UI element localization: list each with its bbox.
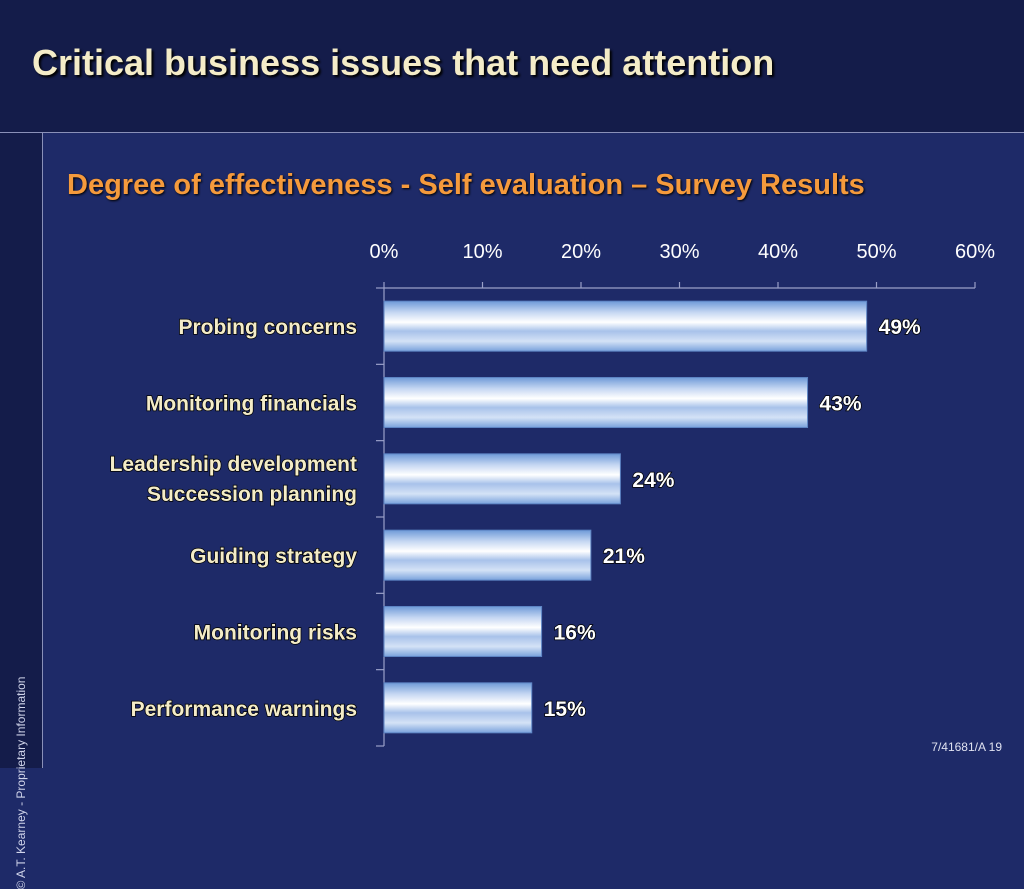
slide-footer: 7/41681/A 19 — [931, 740, 1002, 754]
slide-header: Critical business issues that need atten… — [0, 0, 1024, 133]
bar — [383, 606, 543, 657]
x-tick-label: 60% — [955, 241, 995, 263]
category-label: Leadership development — [110, 453, 357, 476]
chart-subtitle: Degree of effectiveness - Self evaluatio… — [67, 169, 865, 201]
x-tick-label: 0% — [370, 241, 399, 263]
data-label: 43% — [820, 393, 862, 416]
x-tick-label: 30% — [659, 241, 699, 263]
category-label: Guiding strategy — [190, 545, 357, 568]
bar — [383, 682, 533, 734]
data-label: 15% — [544, 698, 586, 721]
bar — [383, 529, 592, 581]
x-tick-label: 10% — [462, 241, 502, 263]
category-label: Succession planning — [147, 483, 357, 506]
category-label: Monitoring risks — [194, 622, 357, 645]
data-label: 24% — [632, 469, 674, 492]
data-label: 16% — [554, 622, 596, 645]
bar — [383, 377, 809, 428]
bar-chart: 0% 10% 20% 30% 40% 50% 60% 49% Probing concerns 4… — [109, 241, 995, 747]
x-tick-label: 50% — [856, 241, 896, 263]
bar — [383, 453, 621, 505]
x-tick-label: 40% — [758, 241, 798, 263]
category-label: Monitoring financials — [146, 393, 357, 416]
data-label: 49% — [879, 316, 921, 339]
category-label: Probing concerns — [178, 316, 357, 339]
data-label: 21% — [603, 545, 645, 568]
x-tick-label: 20% — [561, 241, 601, 263]
slide-title: Critical business issues that need atten… — [32, 42, 775, 83]
bar — [383, 300, 868, 352]
left-sidebar: © A.T. Kearney - Proprietary Information — [0, 133, 43, 889]
category-label: Performance warnings — [131, 698, 357, 721]
